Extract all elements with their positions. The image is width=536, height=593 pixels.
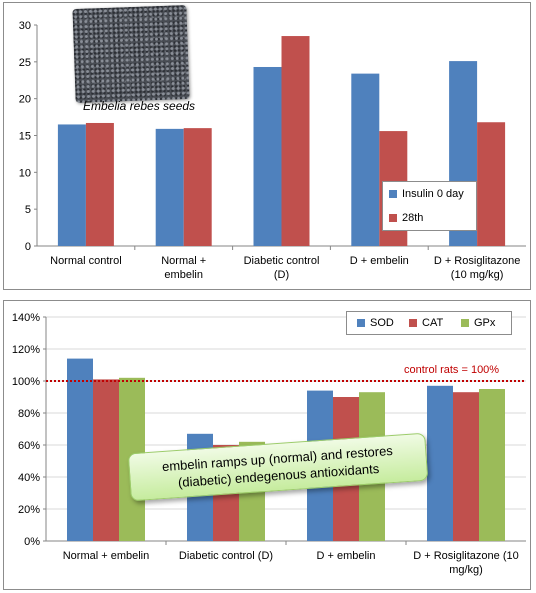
- y-tick-label: 0%: [24, 536, 40, 548]
- bar-insulin-0-day: [57, 124, 86, 246]
- bar-insulin-0-day: [351, 73, 380, 247]
- y-tick-label: 0: [25, 241, 31, 253]
- x-category-label: Normal +: [161, 255, 206, 267]
- bar-cat: [93, 379, 119, 541]
- y-tick-label: 20%: [18, 504, 40, 516]
- x-category-label: Normal control: [50, 255, 122, 267]
- y-tick-label: 30: [19, 20, 31, 32]
- y-tick-label: 140%: [12, 312, 40, 324]
- bar-28th: [85, 122, 114, 246]
- x-category-label: D + Rosiglitazone (10: [413, 550, 518, 562]
- x-category-label: Diabetic control (D): [179, 550, 273, 562]
- bar-insulin-0-day: [155, 128, 184, 246]
- legend-item: 28th: [389, 212, 423, 224]
- seed-photo-image: [72, 5, 190, 103]
- y-tick-label: 80%: [18, 408, 40, 420]
- x-category-label: (10 mg/kg): [451, 269, 504, 281]
- chart-2-legend: SOD CAT GPx: [346, 311, 512, 335]
- bar-gpx: [479, 389, 505, 541]
- y-tick-label: 10: [19, 167, 31, 179]
- bar-cat: [453, 392, 479, 541]
- y-tick-label: 20: [19, 94, 31, 106]
- bar-sod: [67, 358, 93, 541]
- legend-item: Insulin 0 day: [389, 188, 464, 200]
- legend-label: 28th: [402, 212, 424, 224]
- legend-swatch: [409, 319, 417, 327]
- x-category-label: Diabetic control: [244, 255, 320, 267]
- bar-28th: [477, 122, 506, 246]
- legend-label: Insulin 0 day: [402, 188, 464, 200]
- legend-label: SOD: [370, 317, 394, 329]
- bar-28th: [183, 128, 212, 246]
- y-tick-label: 5: [25, 204, 31, 216]
- y-tick-label: 100%: [12, 376, 40, 388]
- x-category-label: Normal + embelin: [63, 550, 150, 562]
- legend-swatch: [357, 319, 365, 327]
- bar-28th: [281, 36, 310, 246]
- y-tick-label: 60%: [18, 440, 40, 452]
- legend-label: CAT: [422, 317, 444, 329]
- chart-panel-antioxidants: 0% 20% 40% 60% 80% 100% 120% 140% Normal + embel…: [3, 300, 531, 590]
- x-category-label: D + embelin: [350, 255, 409, 267]
- x-category-label: (D): [274, 269, 289, 281]
- legend-swatch: [461, 319, 469, 327]
- x-category-label: D + embelin: [316, 550, 375, 562]
- x-category-label: D + Rosiglitazone: [434, 255, 521, 267]
- reference-line-label: control rats = 100%: [404, 364, 500, 376]
- bar-insulin-0-day: [253, 66, 282, 246]
- chart-panel-glucose: 0 5 10 15 20 25 30 Normal control Normal + embeli…: [3, 2, 531, 290]
- x-category-label: embelin: [164, 269, 203, 281]
- legend-label: GPx: [474, 317, 496, 329]
- legend-swatch: [389, 190, 397, 198]
- y-tick-label: 15: [19, 131, 31, 143]
- y-tick-label: 120%: [12, 344, 40, 356]
- y-tick-label: 25: [19, 57, 31, 69]
- bar-sod: [427, 385, 453, 541]
- seed-photo-caption: Embelia rebes seeds: [83, 99, 196, 113]
- x-category-label: mg/kg): [449, 564, 483, 576]
- chart-1-legend: Insulin 0 day 28th: [382, 181, 477, 231]
- legend-item: CAT: [409, 317, 443, 329]
- legend-item: SOD: [357, 317, 394, 329]
- y-tick-label: 40%: [18, 472, 40, 484]
- legend-swatch: [389, 214, 397, 222]
- legend-item: GPx: [461, 317, 495, 329]
